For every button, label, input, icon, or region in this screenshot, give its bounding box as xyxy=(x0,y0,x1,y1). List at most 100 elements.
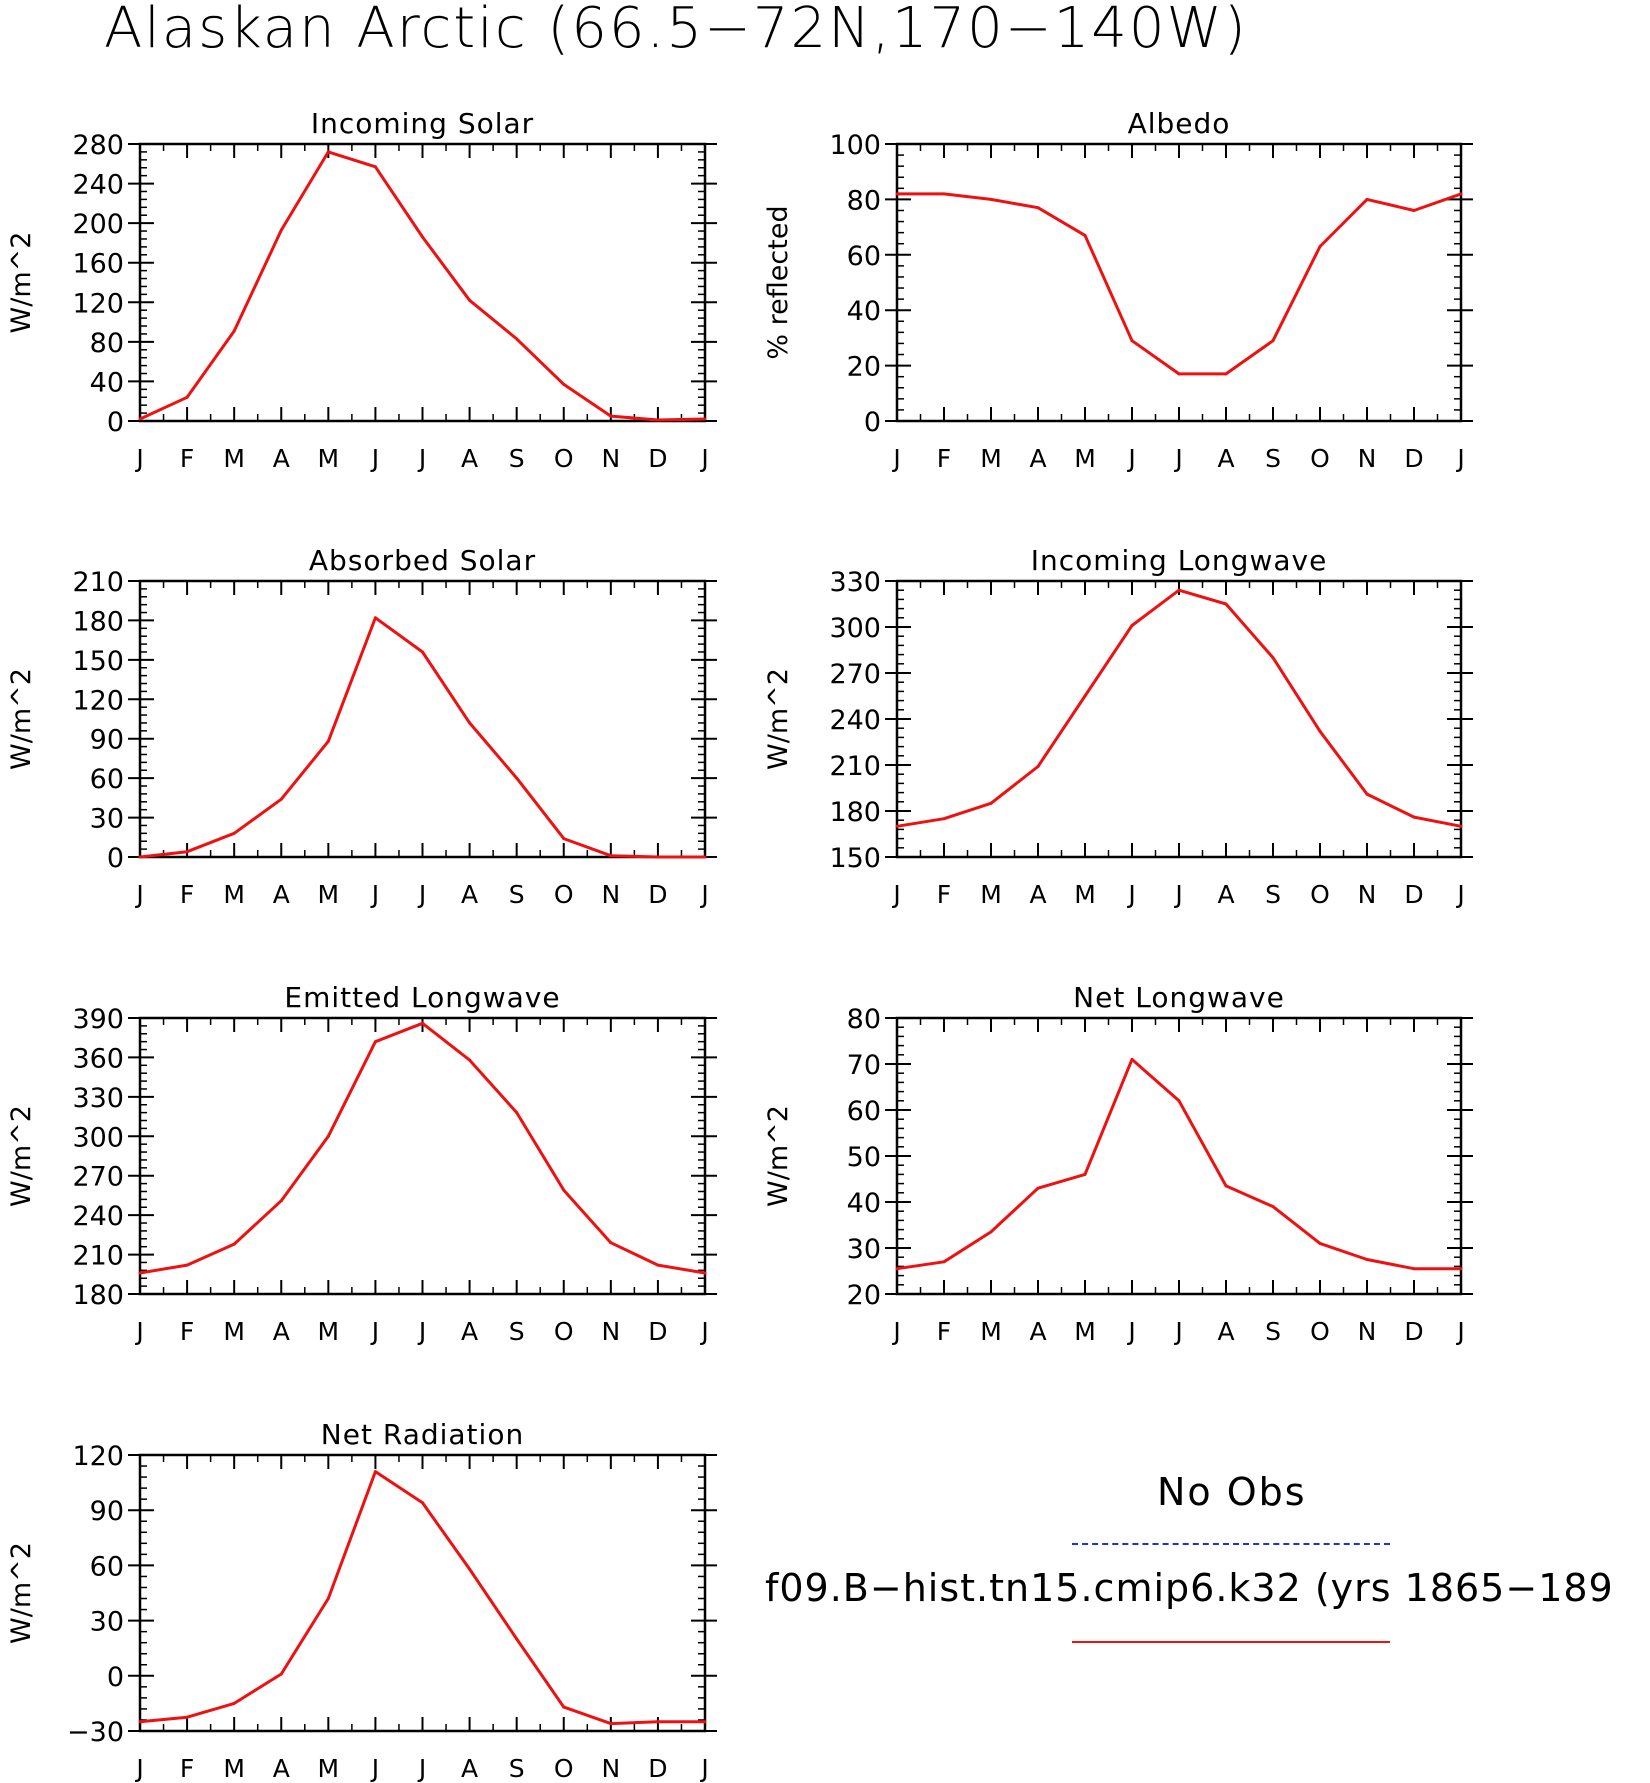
x-tick-label: O xyxy=(1310,444,1330,473)
data-point xyxy=(656,855,660,859)
x-tick-label: F xyxy=(180,880,194,909)
x-tick-label: S xyxy=(509,1754,525,1783)
y-tick-label: −30 xyxy=(67,1717,124,1748)
y-tick-label: 150 xyxy=(72,646,124,677)
data-point xyxy=(1365,792,1369,796)
x-tick-label: J xyxy=(417,444,426,473)
y-tick-label: 0 xyxy=(107,843,124,874)
x-tick-label: A xyxy=(273,880,290,909)
data-point xyxy=(279,1672,283,1676)
x-tick-label: S xyxy=(1265,444,1281,473)
data-point xyxy=(1365,1258,1369,1261)
y-tick-label: 180 xyxy=(72,606,124,637)
x-tick-label: J xyxy=(134,1754,143,1783)
y-tick-label: 240 xyxy=(72,1201,124,1232)
x-tick-label: O xyxy=(554,1754,574,1783)
data-point xyxy=(232,1701,236,1705)
x-tick-label: D xyxy=(648,444,667,473)
y-tick-label: 120 xyxy=(72,288,124,319)
data-point xyxy=(279,1199,283,1203)
data-point xyxy=(421,1021,424,1025)
data-point xyxy=(1130,624,1134,627)
data-point xyxy=(1412,1267,1416,1271)
y-tick-label: 120 xyxy=(72,1441,124,1472)
y-tick-label: 30 xyxy=(847,1234,881,1265)
x-tick-label: A xyxy=(1217,1317,1234,1346)
data-point xyxy=(989,1230,993,1234)
chart-title: Incoming Solar xyxy=(311,107,534,140)
data-point xyxy=(1365,197,1369,201)
data-point xyxy=(703,1271,707,1275)
x-tick-label: O xyxy=(554,1317,574,1346)
legend: No Obs f09.B−hist.tn15.cmip6.k32 (yrs 18… xyxy=(760,1460,1650,1643)
data-point xyxy=(609,414,613,418)
x-tick-label: M xyxy=(1074,880,1096,909)
x-tick-label: J xyxy=(134,1317,143,1346)
series-line xyxy=(139,616,705,859)
x-tick-label: A xyxy=(1217,880,1234,909)
x-tick-label: M xyxy=(980,1317,1002,1346)
data-point xyxy=(515,1111,519,1115)
x-tick-label: A xyxy=(461,444,478,473)
y-tick-label: 40 xyxy=(847,296,881,327)
legend-obs-label: No Obs xyxy=(1157,1470,1307,1514)
y-tick-label: 90 xyxy=(90,1496,124,1527)
y-tick-label: 270 xyxy=(829,659,881,690)
y-tick-label: 360 xyxy=(72,1043,124,1074)
y-tick-label: 210 xyxy=(72,567,124,598)
data-point xyxy=(138,1720,142,1724)
data-point xyxy=(1036,206,1040,210)
x-tick-label: A xyxy=(1029,1317,1046,1346)
data-point xyxy=(138,1271,142,1275)
x-tick-label: D xyxy=(1404,444,1423,473)
data-point xyxy=(1459,192,1463,196)
x-tick-label: O xyxy=(1310,880,1330,909)
y-tick-label: 280 xyxy=(72,130,124,161)
data-point xyxy=(138,417,142,421)
y-tick-label: 270 xyxy=(72,1162,124,1193)
data-point xyxy=(656,1720,660,1724)
x-tick-label: N xyxy=(601,444,620,473)
x-tick-label: J xyxy=(1173,444,1182,473)
data-point xyxy=(468,721,472,725)
data-point xyxy=(185,1715,189,1719)
y-tick-label: 90 xyxy=(90,725,124,756)
data-point xyxy=(562,837,566,841)
x-tick-label: O xyxy=(554,444,574,473)
data-point xyxy=(1224,372,1228,376)
x-tick-label: F xyxy=(180,444,194,473)
data-point xyxy=(1412,209,1416,212)
x-tick-label: M xyxy=(318,1317,340,1346)
y-tick-label: 240 xyxy=(829,705,881,736)
chart-panel: J F M A M J J A S O N D J150180210240270300330Incomi… xyxy=(763,544,1473,909)
x-tick-label: S xyxy=(1265,1317,1281,1346)
x-tick-label: D xyxy=(648,1317,667,1346)
data-point xyxy=(232,329,236,333)
series-line xyxy=(139,1470,705,1726)
y-tick-label: 210 xyxy=(829,751,881,782)
x-tick-label: J xyxy=(1455,1317,1464,1346)
y-tick-label: 330 xyxy=(829,567,881,598)
x-tick-label: M xyxy=(223,1317,245,1346)
y-tick-label: 160 xyxy=(72,249,124,280)
data-point xyxy=(326,150,330,154)
data-point xyxy=(895,192,899,196)
y-tick-label: 330 xyxy=(72,1083,124,1114)
data-point xyxy=(1224,602,1228,606)
y-axis-label: W/m^2 xyxy=(763,668,794,770)
series-line xyxy=(897,192,1462,376)
data-point xyxy=(609,1241,613,1245)
x-tick-label: N xyxy=(1358,1317,1377,1346)
data-point xyxy=(468,298,472,302)
data-point xyxy=(232,1242,236,1246)
x-tick-label: J xyxy=(370,880,379,909)
chart-title: Incoming Longwave xyxy=(1031,544,1328,577)
y-axis-label: W/m^2 xyxy=(6,668,37,770)
x-tick-label: J xyxy=(1455,880,1464,909)
x-tick-label: J xyxy=(417,1754,426,1783)
chart-frame xyxy=(138,579,707,859)
data-point xyxy=(942,817,946,821)
data-point xyxy=(373,1470,377,1474)
